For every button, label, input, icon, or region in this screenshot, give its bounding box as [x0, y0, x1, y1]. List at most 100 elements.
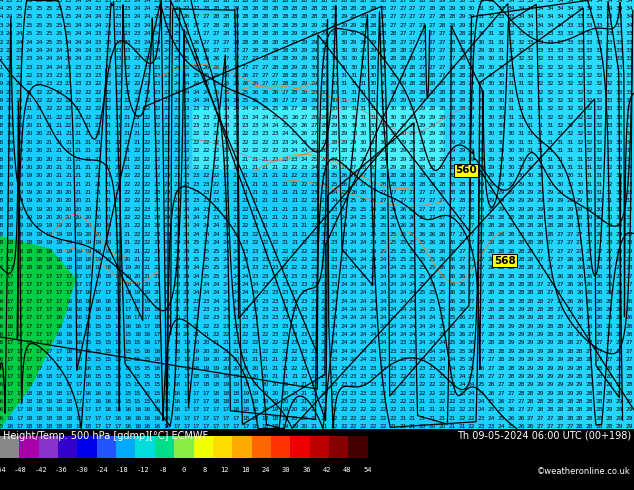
Text: 22: 22: [212, 324, 220, 329]
Text: 34: 34: [625, 148, 633, 153]
Text: 18: 18: [26, 416, 33, 421]
Text: 25: 25: [173, 56, 181, 61]
Text: 28: 28: [212, 0, 220, 3]
Text: 18: 18: [65, 416, 72, 421]
Text: 28: 28: [566, 399, 574, 404]
Text: 27: 27: [557, 299, 564, 304]
Text: 24: 24: [153, 23, 161, 28]
Text: 22: 22: [458, 407, 465, 413]
Text: 31: 31: [547, 131, 554, 137]
Text: 30: 30: [330, 106, 338, 111]
Text: 28: 28: [507, 291, 515, 295]
Text: 22: 22: [144, 123, 151, 128]
Text: 35: 35: [547, 0, 554, 3]
Text: 28: 28: [576, 374, 583, 379]
Text: 26: 26: [625, 316, 633, 320]
Text: 28: 28: [616, 374, 623, 379]
Text: 24: 24: [389, 291, 397, 295]
Text: 16: 16: [164, 399, 171, 404]
Text: 24: 24: [311, 165, 318, 170]
Text: 21: 21: [271, 366, 279, 370]
Text: 23: 23: [252, 265, 259, 270]
Text: 26: 26: [183, 31, 190, 36]
Text: 18: 18: [0, 240, 4, 245]
Text: 23: 23: [134, 31, 141, 36]
Text: 26: 26: [507, 416, 515, 421]
Text: 28: 28: [458, 173, 465, 178]
Text: 31: 31: [586, 182, 593, 187]
Text: 28: 28: [557, 407, 564, 413]
Text: 31: 31: [625, 215, 633, 220]
Text: 22: 22: [144, 90, 151, 95]
Text: 22: 22: [193, 316, 200, 320]
Text: 17: 17: [223, 424, 230, 429]
Text: 22: 22: [321, 223, 328, 228]
Text: 26: 26: [498, 399, 505, 404]
Text: 31: 31: [537, 148, 544, 153]
Text: 25: 25: [242, 98, 249, 103]
Text: 21: 21: [419, 407, 426, 413]
Text: 32: 32: [596, 131, 603, 137]
Text: 17: 17: [46, 332, 53, 337]
Text: 27: 27: [439, 31, 446, 36]
Text: 28: 28: [370, 31, 377, 36]
Text: 26: 26: [596, 265, 603, 270]
Text: 21: 21: [173, 307, 181, 312]
Text: 23: 23: [0, 23, 4, 28]
Text: 21: 21: [134, 131, 141, 137]
Text: 23: 23: [380, 374, 387, 379]
Text: 20: 20: [212, 357, 220, 362]
Text: 22: 22: [301, 357, 308, 362]
Text: 21: 21: [164, 299, 171, 304]
Text: 24: 24: [6, 31, 13, 36]
Text: 17: 17: [193, 407, 200, 413]
Text: 29: 29: [409, 140, 417, 145]
Text: 22: 22: [311, 265, 318, 270]
Text: 17: 17: [16, 265, 23, 270]
Text: 27: 27: [399, 23, 406, 28]
Text: 18: 18: [241, 466, 249, 473]
Text: 24: 24: [350, 215, 358, 220]
Text: 21: 21: [242, 182, 249, 187]
Text: 29: 29: [380, 157, 387, 162]
Text: 21: 21: [114, 207, 122, 212]
Text: 22: 22: [153, 131, 161, 137]
Text: 23: 23: [311, 332, 318, 337]
Text: 24: 24: [429, 349, 436, 354]
Text: 33: 33: [616, 48, 623, 53]
Text: 33: 33: [517, 23, 524, 28]
Text: 19: 19: [46, 232, 53, 237]
Text: 21: 21: [311, 424, 318, 429]
Text: 30: 30: [370, 81, 377, 86]
Text: 17: 17: [36, 273, 43, 279]
Text: 28: 28: [291, 23, 299, 28]
Text: 22: 22: [301, 182, 308, 187]
Text: 24: 24: [173, 65, 181, 70]
Text: 28: 28: [478, 190, 485, 195]
Text: 23: 23: [252, 123, 259, 128]
Text: 23: 23: [114, 31, 122, 36]
Text: 28: 28: [458, 65, 465, 70]
Text: 21: 21: [26, 98, 33, 103]
Text: 15: 15: [153, 382, 161, 387]
Text: 28: 28: [507, 382, 515, 387]
Text: 32: 32: [488, 6, 495, 11]
Text: 30: 30: [330, 56, 338, 61]
Text: 17: 17: [114, 291, 122, 295]
Text: 28: 28: [586, 391, 593, 395]
Text: 24: 24: [468, 391, 476, 395]
Text: 17: 17: [144, 316, 151, 320]
Text: 25: 25: [164, 6, 171, 11]
Text: 22: 22: [114, 73, 122, 78]
Text: 28: 28: [507, 240, 515, 245]
Text: 23: 23: [203, 115, 210, 120]
Text: 23: 23: [16, 56, 23, 61]
Text: 28: 28: [596, 382, 603, 387]
Text: 23: 23: [439, 374, 446, 379]
Text: 17: 17: [36, 299, 43, 304]
Text: 28: 28: [448, 23, 456, 28]
Text: 25: 25: [223, 90, 230, 95]
Text: 18: 18: [26, 382, 33, 387]
Text: 17: 17: [193, 399, 200, 404]
Text: 568: 568: [494, 256, 515, 266]
